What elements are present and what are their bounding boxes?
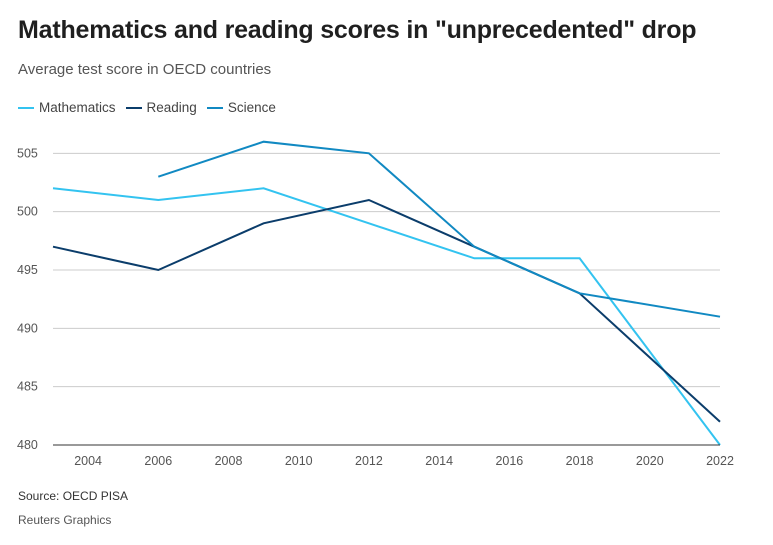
x-tick-label-2010: 2010 [285,454,313,468]
series-line-science [157,140,721,318]
legend-item-reading: Reading [125,100,197,115]
legend-swatch-science [206,106,223,109]
legend-label-reading: Reading [146,100,197,115]
x-tick-label-2004: 2004 [74,454,102,468]
line-chart: 480 485 490 495 500 505 2004 2006 2008 2010 2012 20… [17,140,734,468]
y-tick-label-505: 505 [17,146,38,160]
legend-label-mathematics: Mathematics [39,100,116,115]
x-tick-label-2020: 2020 [636,454,664,468]
x-tick-label-2008: 2008 [215,454,243,468]
legend-label-science: Science [227,100,276,115]
y-tick-label-495: 495 [17,263,38,277]
source-note: Source: OECD PISA [18,489,129,503]
x-tick-label-2014: 2014 [425,454,453,468]
axes: 480 485 490 495 500 505 2004 2006 2008 2010 2012 20… [17,146,734,468]
legend-swatch-reading [125,106,142,109]
x-tick-label-2018: 2018 [566,454,594,468]
x-tick-label-2012: 2012 [355,454,383,468]
grid [53,152,720,388]
legend: Mathematics Reading Science [18,100,286,115]
legend-item-mathematics: Mathematics [18,100,116,115]
y-tick-label-485: 485 [17,380,38,394]
series-lines [52,140,721,446]
y-tick-label-480: 480 [17,438,38,452]
x-tick-label-2016: 2016 [495,454,523,468]
series-line-mathematics [52,187,721,446]
x-tick-label-2006: 2006 [144,454,172,468]
y-tick-label-500: 500 [17,205,38,219]
legend-item-science: Science [206,100,276,115]
legend-swatch-mathematics [18,106,34,109]
y-tick-label-490: 490 [17,321,38,335]
chart-subtitle: Average test score in OECD countries [18,61,272,78]
x-tick-label-2022: 2022 [706,454,734,468]
chart-title: Mathematics and reading scores in "unpre… [18,16,697,44]
credit-note: Reuters Graphics [18,513,112,527]
